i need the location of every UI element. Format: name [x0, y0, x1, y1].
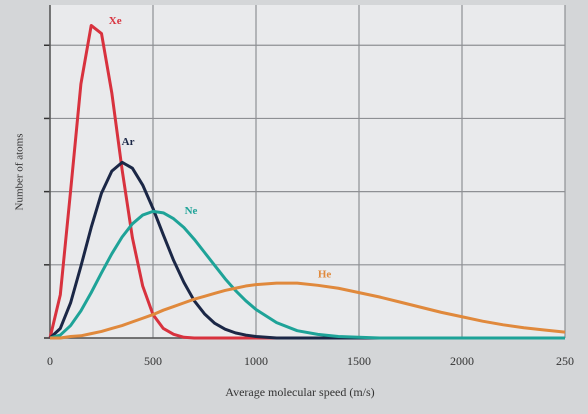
x-tick-label: 250: [556, 354, 574, 368]
x-tick-label: 500: [144, 354, 162, 368]
series-label: Ar: [122, 136, 135, 148]
x-tick-label: 1500: [347, 354, 371, 368]
series-label: He: [318, 269, 332, 281]
x-axis-label: Average molecular speed (m/s): [225, 385, 374, 399]
series-label: Xe: [109, 15, 122, 27]
y-axis-label: Number of atoms: [14, 134, 26, 211]
series-label: Ne: [185, 205, 198, 217]
series-line: [50, 281, 566, 340]
plot-area: [50, 5, 565, 338]
x-tick-label: 1000: [244, 354, 268, 368]
series-line: [49, 209, 565, 340]
x-tick-label: 2000: [450, 354, 474, 368]
x-tick-label: 0: [47, 354, 53, 368]
